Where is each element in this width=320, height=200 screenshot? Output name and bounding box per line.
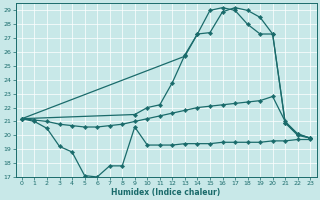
X-axis label: Humidex (Indice chaleur): Humidex (Indice chaleur) [111, 188, 221, 197]
